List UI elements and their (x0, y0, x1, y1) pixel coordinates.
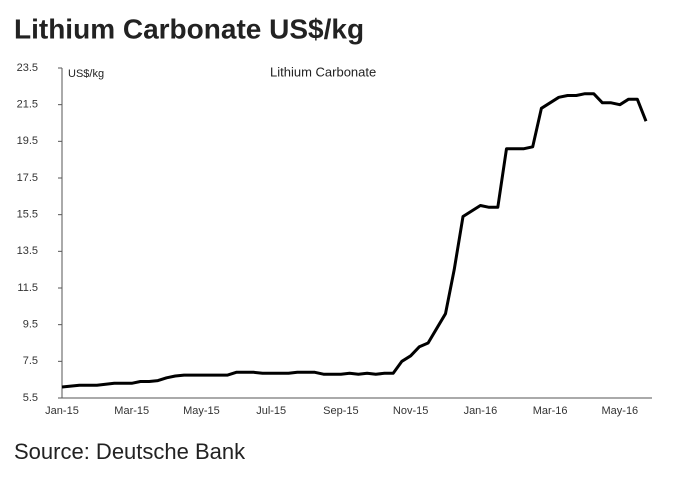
x-tick-label: Mar-16 (533, 405, 568, 417)
x-tick-label: Jan-16 (464, 405, 498, 417)
x-tick-label: Mar-15 (114, 405, 149, 417)
y-tick-label: 23.5 (17, 62, 38, 74)
page-title: Lithium Carbonate US$/kg (14, 13, 364, 44)
x-tick-label: Jan-15 (45, 405, 79, 417)
price-line (61, 92, 648, 389)
x-tick-label: Nov-15 (393, 405, 428, 417)
y-axis-unit: US$/kg (68, 68, 104, 80)
y-tick-label: 13.5 (17, 245, 38, 257)
y-tick-label: 5.5 (23, 392, 38, 404)
x-tick-label: May-15 (183, 405, 220, 417)
x-tick-label: Sep-15 (323, 405, 358, 417)
y-tick-label: 19.5 (17, 135, 38, 147)
y-tick-label: 9.5 (23, 319, 38, 331)
x-tick-label: May-16 (602, 405, 639, 417)
x-tick-label: Jul-15 (256, 405, 286, 417)
y-tick-label: 11.5 (17, 282, 38, 294)
y-tick-label: 17.5 (17, 172, 38, 184)
y-tick-label: 21.5 (17, 99, 38, 111)
source: Source: Deutsche Bank (14, 439, 246, 464)
y-tick-label: 7.5 (23, 355, 38, 367)
y-tick-label: 15.5 (17, 209, 38, 221)
chart-title: Lithium Carbonate (270, 64, 376, 79)
